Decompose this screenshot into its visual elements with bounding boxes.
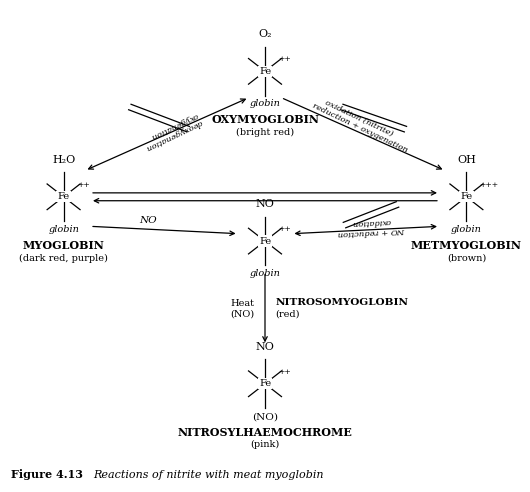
Text: Fe: Fe	[259, 237, 271, 246]
Text: Fe: Fe	[259, 379, 271, 388]
Text: ++: ++	[77, 181, 90, 189]
Text: +++: +++	[480, 181, 499, 189]
Text: ++: ++	[278, 368, 291, 376]
Text: NO: NO	[255, 341, 275, 352]
Text: H₂O: H₂O	[52, 154, 75, 165]
Text: reduction + oxygenation: reduction + oxygenation	[311, 102, 409, 154]
Text: NO + reduction: NO + reduction	[338, 226, 405, 237]
Text: Fe: Fe	[461, 192, 472, 201]
Text: OXYMYOGLOBIN: OXYMYOGLOBIN	[211, 114, 319, 125]
Text: (brown): (brown)	[447, 253, 486, 262]
Text: MYOGLOBIN: MYOGLOBIN	[23, 240, 104, 250]
Text: NO: NO	[139, 215, 157, 225]
Text: oxygenation: oxygenation	[149, 111, 199, 140]
Text: globin: globin	[250, 99, 280, 108]
Text: Fe: Fe	[259, 67, 271, 76]
Text: ++: ++	[278, 56, 291, 63]
Text: Fe: Fe	[58, 192, 69, 201]
Text: OH: OH	[457, 154, 476, 165]
Text: Heat
(NO): Heat (NO)	[230, 299, 254, 318]
Text: deoxygenation: deoxygenation	[144, 118, 204, 152]
Text: (red): (red)	[276, 310, 300, 319]
Text: globin: globin	[250, 269, 280, 278]
Text: Reactions of nitrite with meat myoglobin: Reactions of nitrite with meat myoglobin	[93, 470, 323, 480]
Text: METMYOGLOBIN: METMYOGLOBIN	[411, 240, 522, 250]
Text: (NO): (NO)	[252, 413, 278, 422]
Text: (bright red): (bright red)	[236, 128, 294, 137]
Text: NO: NO	[255, 199, 275, 209]
Text: Figure 4.13: Figure 4.13	[11, 469, 83, 480]
Text: (dark red, purple): (dark red, purple)	[19, 253, 108, 263]
Text: NITROSYLHAEMOCHROME: NITROSYLHAEMOCHROME	[178, 427, 352, 437]
Text: (pink): (pink)	[250, 440, 280, 450]
Text: NITROSOMYOGLOBIN: NITROSOMYOGLOBIN	[276, 298, 409, 307]
Text: globin: globin	[451, 225, 482, 234]
Text: globin: globin	[48, 225, 79, 234]
Text: O₂: O₂	[258, 29, 272, 39]
Text: ++: ++	[278, 225, 291, 233]
Text: oxidation: oxidation	[351, 216, 391, 227]
Text: oxidation (nitrite): oxidation (nitrite)	[324, 98, 395, 138]
